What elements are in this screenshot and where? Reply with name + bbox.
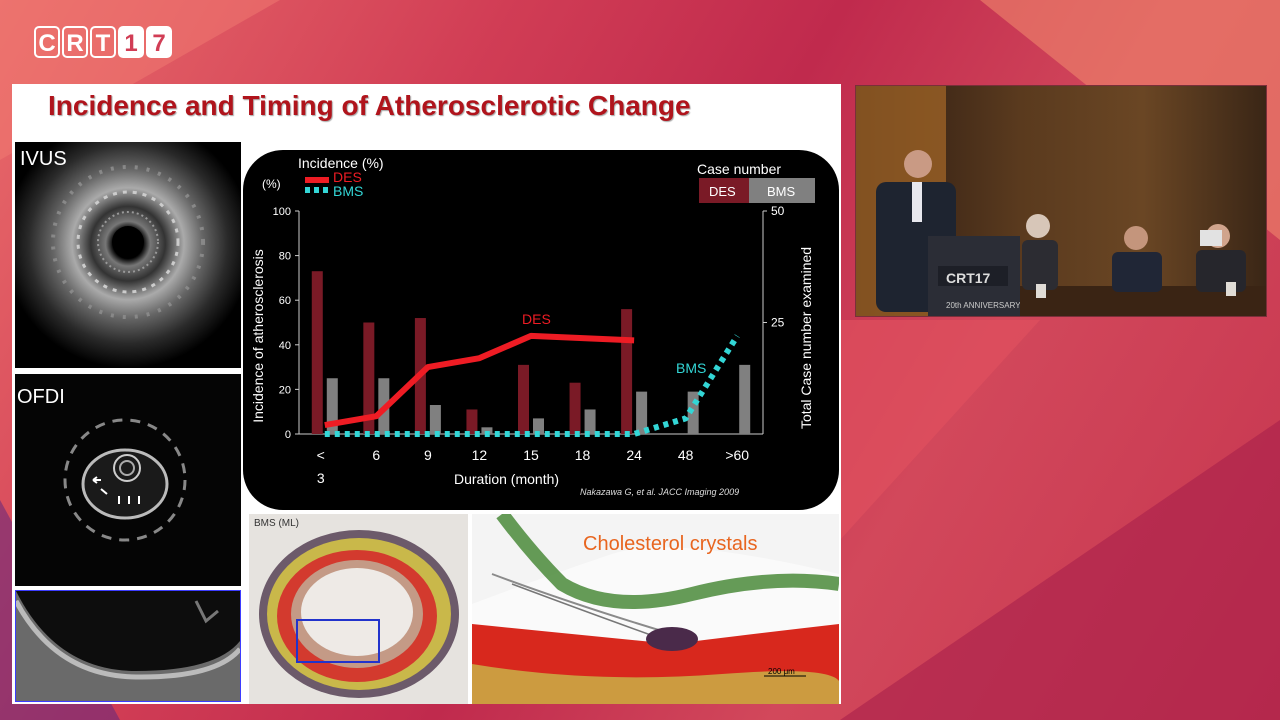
- scale-bar-label: 200 μm: [768, 667, 795, 676]
- bms-line-label: BMS: [676, 360, 706, 376]
- speaker-video: CRT17 20th ANNIVERSARY: [855, 85, 1267, 317]
- y2-tick-label: 25: [771, 316, 785, 330]
- bar-bms: [481, 427, 493, 434]
- citation: Nakazawa G, et al. JACC Imaging 2009: [580, 487, 740, 497]
- x-tick-label: 6: [372, 447, 380, 463]
- histology-right-label: Cholesterol crystals: [583, 533, 758, 555]
- bar-bms: [429, 405, 441, 434]
- y-tick-label: 100: [273, 206, 291, 218]
- zoom-box: [296, 619, 380, 663]
- bar-des: [311, 271, 323, 434]
- x-tick-label: 12: [472, 447, 488, 463]
- bar-bms: [533, 418, 544, 434]
- bar-des: [569, 382, 581, 434]
- y2-axis-title: Total Case number examined: [798, 247, 814, 429]
- y-unit-label: (%): [262, 177, 281, 191]
- bar-bms: [636, 391, 648, 434]
- y-tick-label: 40: [279, 340, 291, 352]
- case-des-label: DES: [709, 184, 736, 199]
- legend-des-swatch: [305, 177, 329, 183]
- y-tick-label: 60: [279, 295, 291, 307]
- ivus-image: IVUS: [15, 142, 241, 368]
- x-tick-label: >60: [725, 447, 749, 463]
- podium-anniversary: 20th ANNIVERSARY: [946, 301, 1021, 310]
- panelist-figure: [1112, 226, 1162, 292]
- bar-des: [363, 322, 375, 434]
- presentation-slide: Incidence and Timing of Atherosclerotic …: [12, 84, 841, 704]
- logo-letter: C: [34, 26, 60, 58]
- ofdi-zoom-render: [16, 591, 240, 701]
- histology-cross-section: BMS (ML): [249, 514, 468, 704]
- bar-bms: [687, 391, 699, 434]
- y-tick-label: 0: [285, 429, 291, 441]
- x-tick-label: 24: [626, 447, 642, 463]
- y2-tick-label: 50: [771, 204, 785, 218]
- x-tick-label: <: [317, 447, 325, 463]
- case-bms-label: BMS: [767, 184, 796, 199]
- legend-title: Incidence (%): [298, 155, 384, 171]
- des-line-label: DES: [522, 311, 551, 327]
- ivus-render: [15, 142, 241, 368]
- bar-des: [518, 364, 529, 434]
- x-tick-label: 48: [678, 447, 694, 463]
- podium: CRT17 20th ANNIVERSARY: [928, 236, 1021, 316]
- x-axis-title: Duration (month): [454, 471, 559, 487]
- panelist-figure: [1022, 214, 1058, 290]
- podium-logo: CRT17: [946, 270, 991, 286]
- legend-bms-label: BMS: [333, 183, 363, 199]
- panelist-figure: [1196, 224, 1246, 292]
- case-bms-box: [749, 178, 815, 203]
- logo-letter: 7: [146, 26, 172, 58]
- bar-des: [466, 409, 478, 434]
- crt-logo: C R T 1 7: [34, 26, 172, 58]
- y-tick-label: 20: [279, 384, 291, 396]
- slide-title: Incidence and Timing of Atherosclerotic …: [48, 90, 691, 121]
- y-axis-title: Incidence of atherosclerosis: [250, 249, 266, 423]
- histology-left-label: BMS (ML): [254, 518, 299, 529]
- x-tick-label: 15: [523, 447, 539, 463]
- histology-detail: 200 μm Cholesterol crystals: [472, 514, 839, 704]
- legend-des-label: DES: [333, 169, 362, 185]
- histology-left-render: [249, 514, 468, 704]
- bar-des: [621, 309, 633, 434]
- logo-letter: T: [90, 26, 116, 58]
- case-des-box: [699, 178, 749, 203]
- ivus-label: IVUS: [20, 148, 67, 170]
- y-tick-label: 80: [279, 251, 291, 263]
- x-tick-label: 9: [424, 447, 432, 463]
- bar-bms: [739, 364, 751, 434]
- bar-bms: [584, 409, 596, 434]
- ofdi-zoom-image: [15, 590, 241, 702]
- bg-shape: [840, 320, 1040, 540]
- ofdi-render: [15, 374, 241, 586]
- x-tick-label: 18: [575, 447, 591, 463]
- ofdi-label: OFDI: [17, 386, 65, 408]
- histology-right-render: 200 μm: [472, 514, 839, 704]
- line-des: [324, 332, 635, 429]
- chart-panel: 0 20 40 60 80 100 25 50 <3 6 9 12 15 18 24 48 >60 Incide…: [243, 150, 839, 510]
- ofdi-image: OFDI: [15, 374, 241, 586]
- chart-marks: 0 20 40 60 80 100 25 50 <3 6 9 12 15 18 24 48 >60: [273, 204, 785, 486]
- incidence-chart: 0 20 40 60 80 100 25 50 <3 6 9 12 15 18 24 48 >60 Incide…: [250, 155, 815, 487]
- logo-letter: 1: [118, 26, 144, 58]
- video-scene: CRT17 20th ANNIVERSARY: [856, 86, 1266, 316]
- logo-letter: R: [62, 26, 88, 58]
- x-tick-label: 3: [317, 470, 325, 486]
- case-number-title: Case number: [697, 161, 781, 177]
- bar-bms: [326, 378, 338, 434]
